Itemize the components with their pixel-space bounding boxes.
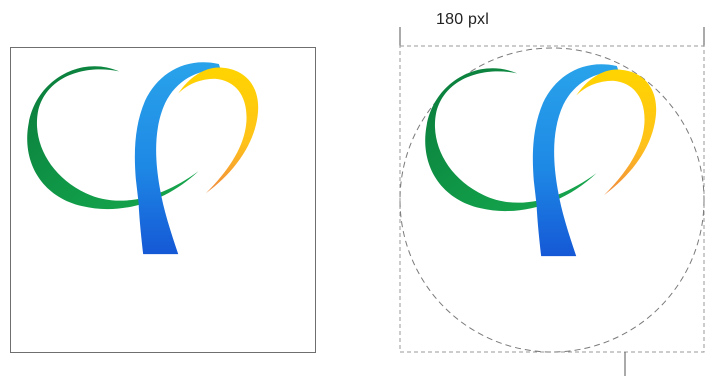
heart-ribbon-logo-icon	[425, 64, 657, 257]
heart-ribbon-logo-icon	[27, 62, 259, 255]
dimension-guides	[399, 27, 705, 376]
dimension-label: 180 pxl	[436, 11, 489, 28]
logo-spec-area: 180 pxl	[390, 0, 718, 376]
dashed-circle	[399, 47, 705, 353]
